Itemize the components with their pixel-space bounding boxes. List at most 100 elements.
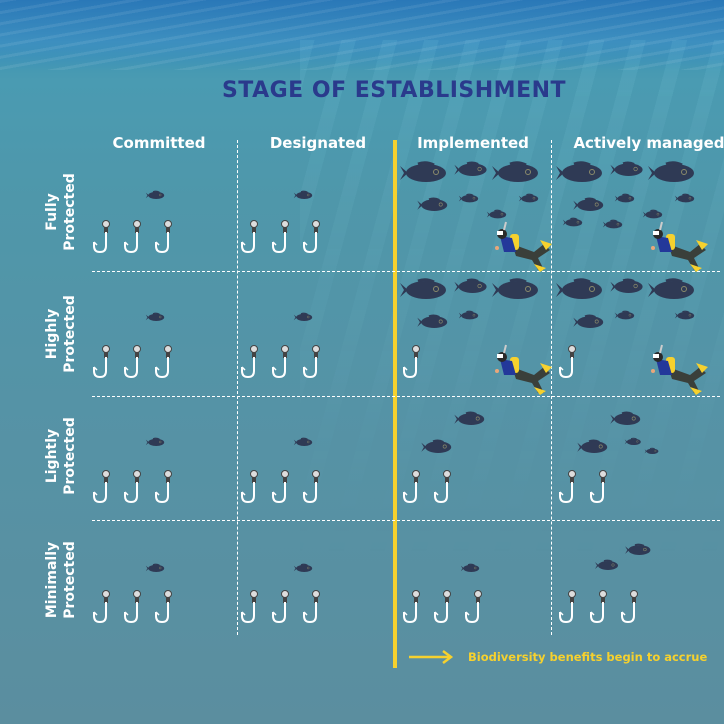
fish-icon	[145, 312, 165, 321]
fish-icon	[674, 193, 695, 203]
fish-icon	[644, 447, 659, 454]
fishing-hook-icon	[241, 470, 258, 504]
row-header-highly-protected: Highly Protected	[43, 275, 91, 393]
fish-icon	[400, 161, 446, 182]
fish-icon	[573, 197, 604, 211]
column-header-implemented: Implemented	[417, 134, 529, 152]
fish-icon	[573, 314, 604, 328]
scuba-diver-icon	[495, 221, 552, 272]
fish-icon	[577, 439, 608, 453]
fishing-hook-icon	[241, 220, 258, 254]
fishing-hook-icon	[590, 470, 607, 504]
row-label-line2: Protected	[62, 417, 78, 495]
fish-icon	[145, 563, 165, 572]
fishing-hook-icon	[303, 590, 320, 624]
fish-icon	[492, 278, 538, 299]
legend-label: Biodiversity benefits begin to accrue	[468, 650, 708, 664]
fishing-hook-icon	[403, 470, 420, 504]
fishing-hook-icon	[241, 345, 258, 379]
fish-icon	[602, 219, 623, 229]
fish-icon	[486, 209, 507, 219]
fish-icon	[421, 439, 452, 453]
fishing-hook-icon	[272, 590, 289, 624]
row-label-line1: Highly	[44, 308, 60, 360]
light-rays	[300, 40, 724, 560]
fish-icon	[595, 559, 618, 570]
row-divider	[92, 271, 720, 272]
fish-icon	[642, 209, 663, 219]
row-label-line1: Lightly	[44, 428, 60, 484]
fishing-hook-icon	[155, 220, 172, 254]
fish-icon	[293, 437, 313, 446]
fish-icon	[492, 161, 538, 182]
fish-icon	[145, 190, 165, 199]
row-label-line2: Protected	[62, 173, 78, 251]
fish-icon	[458, 193, 479, 203]
fish-icon	[400, 278, 446, 299]
row-header-fully-protected: Fully Protected	[43, 153, 91, 271]
row-label-line2: Protected	[62, 541, 78, 619]
row-label-line1: Fully	[44, 193, 60, 231]
row-label-line1: Minimally	[44, 541, 60, 619]
fishing-hook-icon	[124, 470, 141, 504]
fishing-hook-icon	[155, 345, 172, 379]
fishing-hook-icon	[559, 470, 576, 504]
fish-icon	[624, 437, 641, 445]
row-header-lightly-protected: Lightly Protected	[43, 397, 91, 515]
fish-icon	[458, 310, 479, 320]
fishing-hook-icon	[241, 590, 258, 624]
fishing-hook-icon	[434, 590, 451, 624]
fishing-hook-icon	[272, 470, 289, 504]
fish-icon	[610, 411, 641, 425]
diagram-title: STAGE OF ESTABLISHMENT	[221, 78, 567, 103]
fishing-hook-icon	[559, 590, 576, 624]
fishing-hook-icon	[272, 220, 289, 254]
row-divider	[92, 396, 720, 397]
fishing-hook-icon	[93, 345, 110, 379]
fish-icon	[454, 161, 487, 176]
fish-icon	[293, 190, 313, 199]
fishing-hook-icon	[93, 470, 110, 504]
fishing-hook-icon	[124, 590, 141, 624]
fish-icon	[556, 161, 602, 182]
column-divider	[237, 140, 238, 635]
fish-icon	[562, 217, 583, 227]
column-header-actively-managed: Actively managed	[573, 134, 724, 152]
fish-icon	[454, 278, 487, 293]
benefit-threshold-line	[393, 140, 397, 668]
fish-icon	[417, 314, 448, 328]
fishing-hook-icon	[403, 590, 420, 624]
fish-icon	[674, 310, 695, 320]
fish-icon	[610, 161, 643, 176]
fishing-hook-icon	[155, 470, 172, 504]
arrow-right-icon	[409, 650, 454, 664]
fishing-hook-icon	[621, 590, 638, 624]
legend: Biodiversity benefits begin to accrue	[408, 650, 707, 664]
fishing-hook-icon	[590, 590, 607, 624]
fishing-hook-icon	[434, 470, 451, 504]
column-header-committed: Committed	[112, 134, 206, 152]
fish-icon	[614, 310, 635, 320]
scuba-diver-icon	[651, 221, 708, 272]
fish-icon	[556, 278, 602, 299]
fish-icon	[610, 278, 643, 293]
fish-icon	[293, 312, 313, 321]
fishing-hook-icon	[303, 220, 320, 254]
fishing-hook-icon	[93, 590, 110, 624]
fish-icon	[454, 411, 485, 425]
fishing-hook-icon	[303, 470, 320, 504]
column-header-designated: Designated	[269, 134, 367, 152]
fish-icon	[625, 543, 651, 555]
fishing-hook-icon	[303, 345, 320, 379]
fish-icon	[145, 437, 165, 446]
scuba-diver-icon	[651, 344, 708, 395]
fishing-hook-icon	[93, 220, 110, 254]
column-divider	[551, 140, 552, 635]
fishing-hook-icon	[559, 345, 576, 379]
fishing-hook-icon	[465, 590, 482, 624]
fish-icon	[518, 193, 539, 203]
scuba-diver-icon	[495, 344, 552, 395]
row-divider	[92, 520, 720, 521]
row-header-minimally-protected: Minimally Protected	[43, 521, 91, 639]
fish-icon	[293, 563, 313, 572]
